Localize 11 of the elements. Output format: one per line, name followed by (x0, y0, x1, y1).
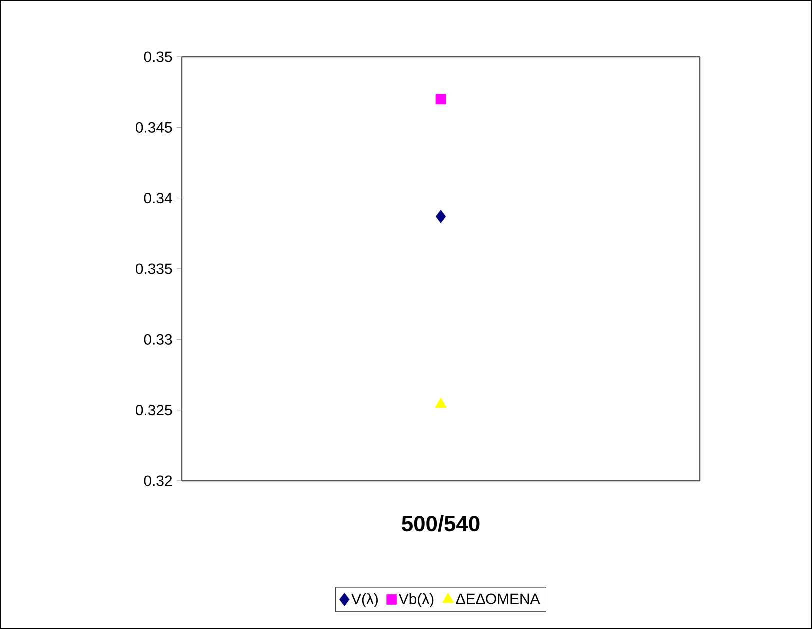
y-tick-label: 0.35 (144, 52, 172, 62)
y-tick-label: 0.33 (144, 334, 172, 345)
y-tick-label: 0.32 (144, 476, 172, 486)
x-tick-label: 500/540 (402, 516, 480, 532)
y-tick-label: 0.34 (144, 193, 172, 204)
y-tick-label: 0.325 (136, 405, 172, 416)
legend-label: ΔΕΔΟΜΕΝΑ (456, 594, 540, 604)
y-tick-label: 0.335 (136, 264, 172, 274)
legend-label: V(λ) (352, 594, 378, 608)
y-tick-label: 0.345 (136, 122, 172, 133)
legend-label: Vb(λ) (398, 594, 434, 608)
